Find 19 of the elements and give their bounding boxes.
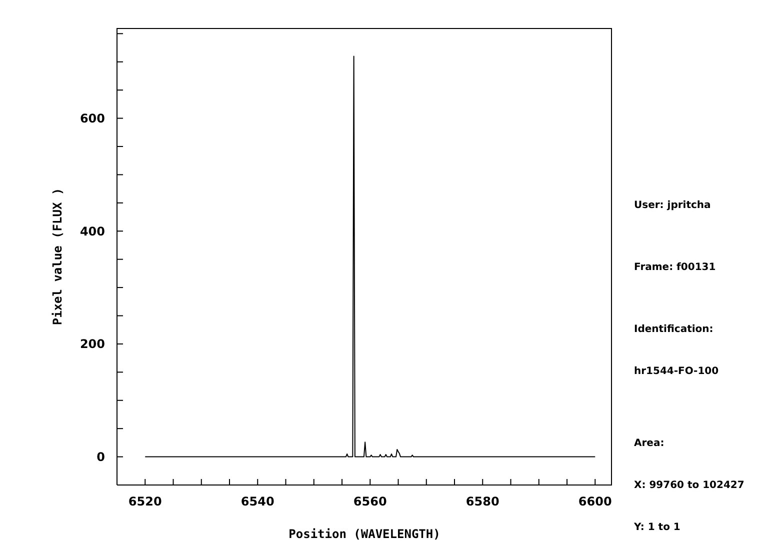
text: Frame: f00131 (634, 262, 716, 273)
text: X: 99760 to 102427 (634, 480, 744, 491)
text: Area: (634, 438, 664, 449)
line-series (144, 56, 596, 458)
text: Identification: (634, 324, 714, 335)
y-axis-title: Pixel value (FLUX ) (50, 188, 64, 326)
y-tick-label: 0 (96, 450, 105, 464)
x-axis-title: Position (WAVELENGTH) (288, 527, 440, 541)
y-tick-label: 600 (80, 112, 105, 126)
text: User: jpritcha (634, 200, 711, 211)
x-tick-label: 6560 (353, 494, 387, 509)
x-tick-label: 6600 (578, 494, 612, 509)
text: Y: 1 to 1 (634, 522, 680, 533)
text: hr1544-FO-100 (634, 366, 719, 377)
y-tick-label: 400 (80, 224, 105, 238)
y-tick-label: 200 (80, 337, 105, 352)
x-tick-label: 6520 (128, 494, 162, 509)
x-tick-label: 6540 (240, 494, 274, 509)
x-tick-label: 6580 (466, 494, 500, 509)
